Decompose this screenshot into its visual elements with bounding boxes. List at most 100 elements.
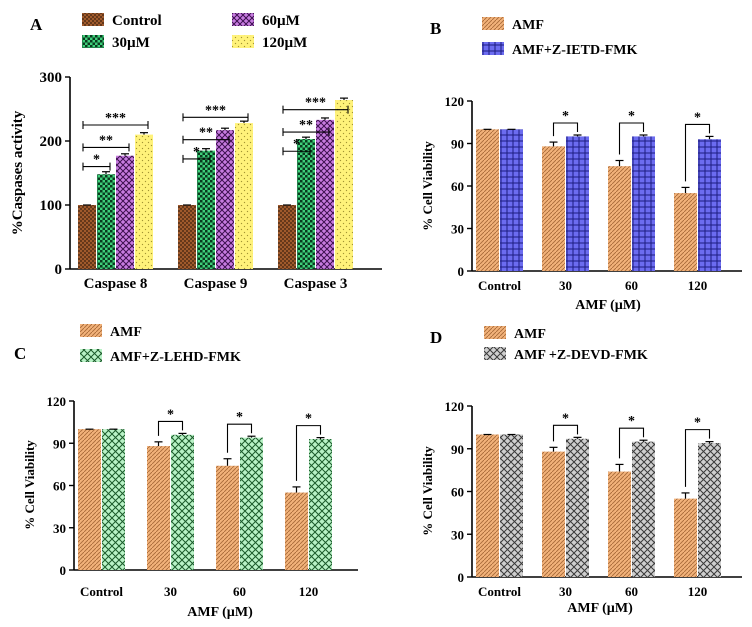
legend-swatch [80,349,102,362]
x-tick-label: Control [478,584,521,599]
significance-label: *** [305,96,326,111]
bar [116,155,134,269]
bar [566,136,589,271]
x-tick-label: Control [80,584,123,599]
significance-label: * [628,414,635,429]
x-axis-label: AMF (µM) [575,298,641,313]
significance-label: * [193,145,200,160]
significance-bracket [618,122,645,155]
bar [78,205,96,269]
significance-label: * [562,411,569,426]
bar [178,205,196,269]
legend-label: AMF +Z-DEVD-FMK [514,348,648,363]
y-tick-label: 0 [55,262,63,278]
chart-cell-viability-ietd: 0 30 60 90 120 % Cell Viability AMF (µM) Contro… [420,17,742,313]
y-tick-label: 90 [451,442,464,457]
bar [285,492,308,570]
bar [674,498,697,577]
legend-swatch [80,324,102,337]
legend-label: Control [112,13,162,29]
x-tick-label: 120 [688,584,708,599]
panel-label-C: C [14,344,26,363]
bar [235,123,253,269]
legend-swatch [232,35,254,48]
bar [566,438,589,577]
bar [216,465,239,570]
y-tick-label: 90 [53,436,66,451]
significance-label: * [167,407,174,422]
x-tick-label: 60 [233,584,246,599]
y-tick-label: 0 [458,570,465,585]
bar [97,174,115,269]
bar [309,439,332,570]
significance-label: ** [199,126,213,141]
bar [476,129,499,271]
significance-bracket [618,427,645,459]
chart-cell-viability-devd: 0 30 60 90 120 % Cell Viability AMF (µM) Contro… [420,326,742,616]
x-tick-label: 30 [559,278,572,293]
y-tick-label: 100 [40,198,63,214]
bar [542,451,565,577]
bar [608,471,631,577]
y-axis-label: % Cell Viability [22,440,37,530]
y-tick-label: 60 [451,485,464,500]
y-tick-label: 200 [40,134,63,150]
y-tick-label: 60 [451,179,464,194]
legend-swatch [482,42,504,55]
legend-label: AMF [110,325,142,340]
x-axis-label: AMF (µM) [567,601,633,616]
significance-bracket [295,425,322,481]
chart-caspase-activity: 0 100 200 300 %Caspases activity Caspase 8 Cas… [10,13,382,292]
bar [632,441,655,577]
legend-label: 30µM [112,35,150,51]
panel-label-B: B [430,19,441,38]
legend-swatch [82,13,104,26]
x-tick-label: Caspase 3 [284,276,348,292]
significance-bracket [157,420,184,436]
bar [102,429,125,570]
legend-swatch [484,326,506,339]
legend-swatch [82,35,104,48]
bar [171,434,194,570]
significance-bracket [552,424,579,442]
bar [674,193,697,271]
bar [197,150,215,269]
significance-label: ** [99,133,113,148]
significance-label: * [293,137,300,152]
significance-bracket [552,122,579,137]
chart-cell-viability-lehd: 0 30 60 90 120 % Cell Viability AMF (µM) Contro… [22,324,358,620]
significance-label: * [236,410,243,425]
bar [216,130,234,269]
x-tick-label: 120 [688,278,708,293]
bar [335,100,353,269]
legend-label: AMF+Z-IETD-FMK [512,43,638,58]
significance-label: *** [205,103,226,118]
significance-label: * [93,153,100,168]
y-tick-label: 300 [40,70,63,86]
x-tick-label: Caspase 9 [184,276,248,292]
bar [147,446,170,570]
significance-label: ** [299,118,313,133]
y-tick-label: 120 [445,399,465,414]
x-tick-label: 120 [299,584,319,599]
x-tick-label: Control [478,278,521,293]
bar [78,429,101,570]
y-tick-label: 120 [47,394,67,409]
bar [632,136,655,271]
bar [500,434,523,577]
bar [608,166,631,271]
bar [698,443,721,577]
y-tick-label: 90 [451,137,464,152]
bar [278,205,296,269]
y-tick-label: 0 [458,264,465,279]
y-tick-label: 0 [60,563,67,578]
significance-label: * [694,110,701,125]
legend-label: 120µM [262,35,307,51]
panel-label-A: A [30,15,43,34]
bar [240,437,263,570]
legend-swatch [482,17,504,30]
significance-label: * [628,109,635,124]
legend-swatch [232,13,254,26]
significance-bracket [684,123,711,182]
y-axis-label: % Cell Viability [420,446,435,536]
